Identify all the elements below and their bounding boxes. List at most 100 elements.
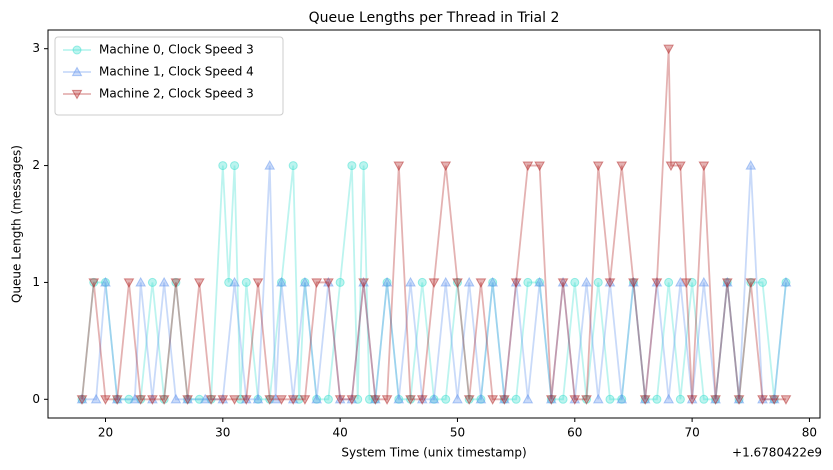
y-tick-label: 3 [32,41,40,55]
point [170,393,182,404]
point [335,277,345,287]
point [287,395,299,405]
legend-box [54,36,284,116]
point [522,393,534,404]
x-tick-label: 20 [98,426,113,440]
point [276,395,287,405]
point [100,395,111,405]
point [675,394,685,404]
point [405,395,416,405]
point [604,278,616,288]
point [170,278,182,288]
series [76,160,792,404]
point [581,276,592,287]
point [358,278,369,288]
point [680,278,692,288]
point [441,394,451,404]
x-tick-label: 30 [215,426,230,440]
point [440,276,452,287]
point [393,393,405,404]
point [90,393,102,404]
point [780,276,792,287]
point [511,394,521,404]
point [616,393,628,404]
point [323,394,333,404]
legend-label: Machine 2, Clock Speed 3 [99,87,254,101]
point [240,395,252,405]
point [252,393,264,404]
point [217,395,229,405]
point [758,277,768,287]
point [199,393,211,404]
point [592,161,604,172]
point [276,276,287,287]
point [229,395,240,405]
point [592,393,604,404]
point [440,161,452,172]
point [487,395,499,405]
point [780,395,792,405]
x-axis-label: System Time (unix timestamp) [341,446,526,460]
point [664,277,674,287]
point [522,161,534,172]
point [158,395,170,405]
legend: Machine 0, Clock Speed 3 Machine 1, Clock… [54,36,284,116]
point [510,278,522,288]
point [346,395,358,405]
point [123,278,135,288]
point [652,394,662,404]
point [288,161,298,171]
point [229,276,240,287]
point [639,395,651,405]
point [675,161,686,172]
point [135,395,147,405]
point [416,395,428,405]
point [499,395,510,405]
point [194,278,205,288]
point [534,161,545,172]
point [768,395,780,405]
point [129,393,141,404]
point [359,161,369,171]
point [264,160,276,170]
x-tick-label: 60 [567,426,582,440]
legend-marker [71,66,83,77]
x-tick-label: 70 [684,426,699,440]
point [393,161,405,172]
point [311,278,323,288]
point [487,276,499,287]
point [452,393,463,404]
point [381,276,393,287]
point [665,161,677,172]
x-tick-label: 50 [450,426,465,440]
point [475,393,487,404]
point [651,278,663,288]
x-tick-label: 40 [332,426,347,440]
point [369,395,381,405]
point [147,277,157,287]
point [710,395,721,405]
legend-label: Machine 1, Clock Speed 4 [99,65,254,79]
point [218,161,228,171]
point [135,276,147,287]
point [557,278,569,288]
point [428,278,440,288]
point [270,393,281,404]
series [77,161,791,404]
point [76,395,88,405]
point [616,161,628,172]
point [158,276,170,287]
point [523,277,533,287]
point [205,395,217,405]
point [569,395,581,405]
series [76,44,792,405]
point [545,395,557,405]
point [675,276,686,287]
point [686,395,698,405]
point [593,277,603,287]
point [699,394,709,404]
point [605,394,615,404]
point [757,395,768,405]
point [558,394,568,404]
